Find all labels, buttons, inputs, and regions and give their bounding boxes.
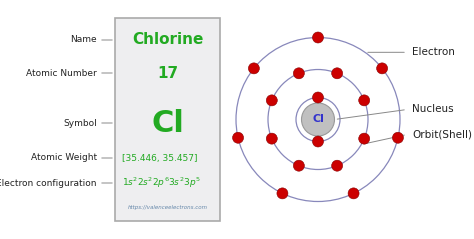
Circle shape — [332, 68, 343, 79]
Text: [35.446, 35.457]: [35.446, 35.457] — [122, 153, 198, 163]
Circle shape — [312, 92, 323, 103]
Circle shape — [359, 133, 370, 144]
Text: Name: Name — [70, 36, 97, 44]
Text: https://valenceelectrons.com: https://valenceelectrons.com — [128, 206, 208, 211]
Circle shape — [392, 132, 403, 143]
Text: Atomic Number: Atomic Number — [26, 69, 97, 77]
Circle shape — [293, 160, 304, 171]
Bar — [115, 18, 220, 221]
Circle shape — [312, 136, 323, 147]
Text: Symbol: Symbol — [63, 119, 97, 127]
Text: Electron: Electron — [412, 47, 455, 57]
Text: Electron configuration: Electron configuration — [0, 179, 97, 188]
Circle shape — [301, 103, 335, 136]
Circle shape — [233, 132, 244, 143]
Circle shape — [312, 32, 323, 43]
Circle shape — [266, 133, 277, 144]
Circle shape — [359, 95, 370, 106]
Text: Atomic Weight: Atomic Weight — [31, 153, 97, 163]
Text: $1s^{2}2s^{2}2p^{6}3s^{2}3p^{5}$: $1s^{2}2s^{2}2p^{6}3s^{2}3p^{5}$ — [122, 176, 201, 190]
Text: Cl: Cl — [312, 114, 324, 125]
Circle shape — [332, 160, 343, 171]
Text: Cl: Cl — [151, 109, 184, 137]
Circle shape — [377, 63, 388, 74]
Text: 17: 17 — [157, 65, 178, 81]
Circle shape — [293, 68, 304, 79]
Text: Chlorine: Chlorine — [132, 33, 203, 48]
Circle shape — [266, 95, 277, 106]
Circle shape — [348, 188, 359, 199]
Text: Nucleus: Nucleus — [412, 104, 454, 114]
Text: Orbit(Shell): Orbit(Shell) — [412, 130, 472, 140]
Circle shape — [277, 188, 288, 199]
Circle shape — [248, 63, 259, 74]
